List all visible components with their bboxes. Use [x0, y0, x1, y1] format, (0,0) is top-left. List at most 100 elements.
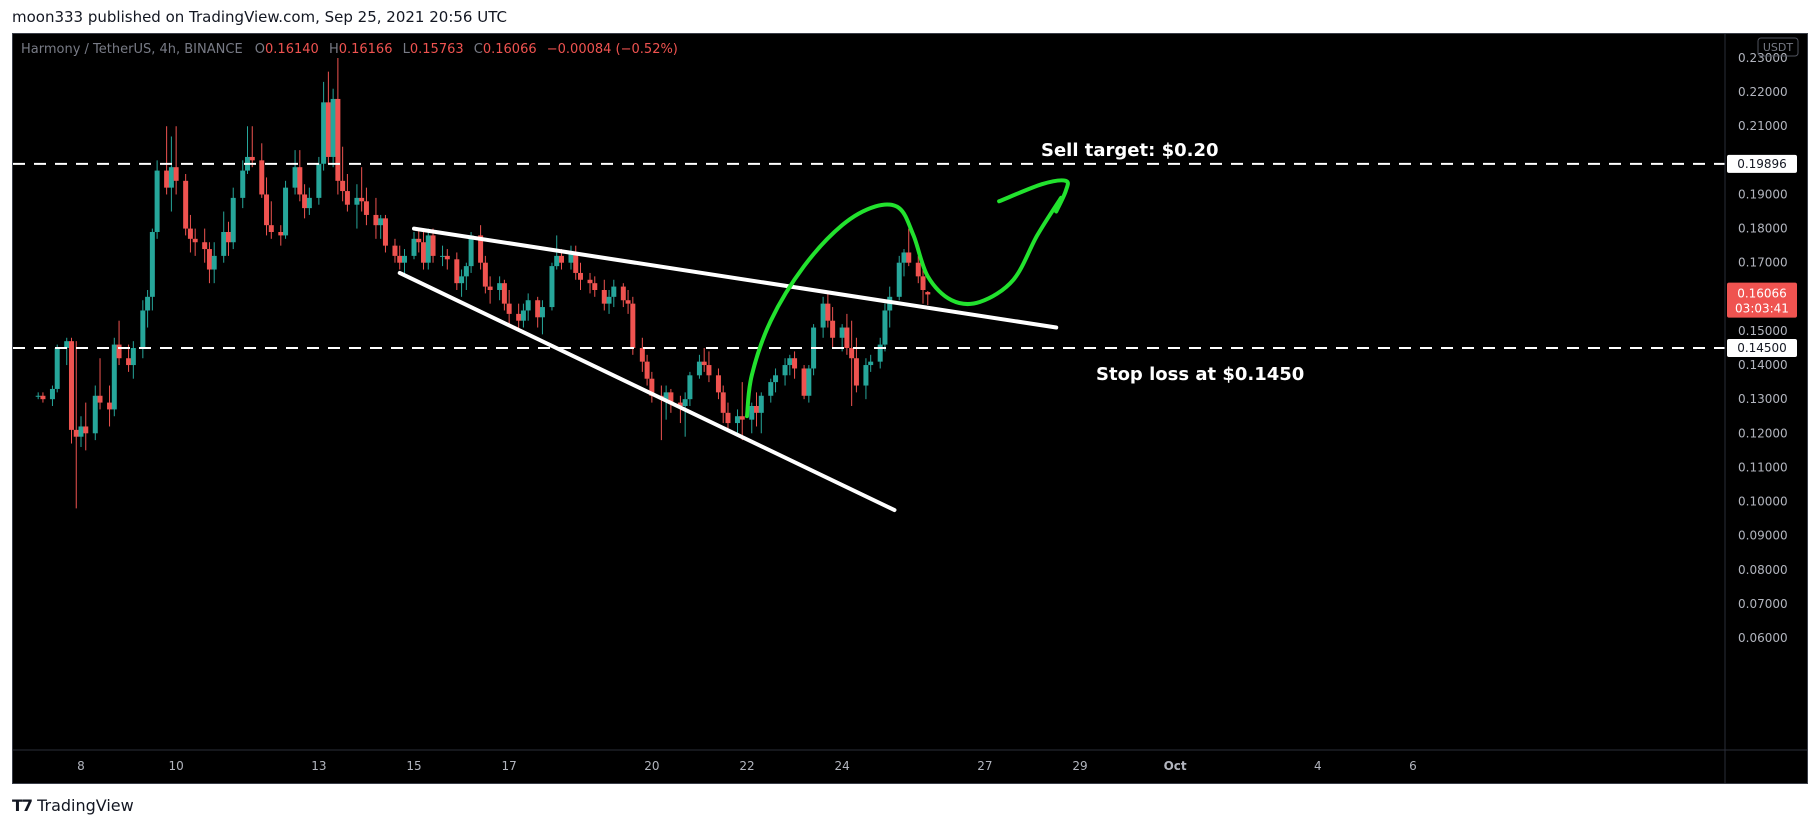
- candle: [906, 228, 912, 267]
- price-axis-tick-label: 0.22000: [1738, 85, 1788, 99]
- candle: [520, 303, 526, 328]
- candle: [187, 214, 193, 253]
- candle-body: [116, 344, 122, 359]
- bar-countdown-label: 03:03:41: [1735, 302, 1789, 316]
- candle: [321, 81, 327, 171]
- candle-body: [306, 197, 312, 209]
- candle: [392, 238, 398, 263]
- candle-body: [487, 286, 493, 290]
- candle-body: [206, 249, 212, 270]
- candle-body: [340, 180, 346, 192]
- candle-body: [768, 382, 774, 396]
- candle: [734, 409, 740, 434]
- candle-body: [392, 245, 398, 256]
- candle-body: [97, 395, 103, 403]
- projection-arrowhead[interactable]: [997, 178, 1070, 214]
- candle-body: [111, 344, 117, 410]
- price-axis-tick-label: 0.15000: [1738, 324, 1788, 338]
- candle: [154, 160, 160, 239]
- candle: [639, 337, 645, 372]
- candle: [868, 354, 874, 372]
- candle-body: [468, 235, 474, 267]
- candle: [54, 344, 60, 393]
- time-axis-tick-label: 13: [311, 759, 326, 773]
- candle-body: [782, 365, 788, 376]
- candle-body: [482, 262, 488, 287]
- candle: [278, 225, 284, 246]
- candle-body: [516, 313, 522, 321]
- candle-body: [183, 180, 189, 229]
- candle-body: [825, 303, 831, 321]
- candle-body: [359, 197, 365, 202]
- candle-body: [906, 252, 912, 263]
- candle-body: [611, 286, 617, 297]
- candle-body: [573, 252, 579, 273]
- candle-body: [202, 242, 208, 250]
- candle: [240, 160, 246, 209]
- ohlc-close-key: C: [474, 42, 483, 57]
- time-axis-tick-label: 27: [977, 759, 992, 773]
- candle: [378, 214, 384, 239]
- candle: [92, 385, 98, 441]
- candle-body: [240, 170, 246, 198]
- time-axis-tick-label: 20: [644, 759, 659, 773]
- currency-badge[interactable]: USDT: [1757, 37, 1799, 57]
- candle: [382, 214, 388, 253]
- time-axis-tick-label: 24: [835, 759, 850, 773]
- trendline[interactable]: [412, 226, 1059, 330]
- candle: [363, 187, 369, 226]
- candle-body: [725, 412, 731, 424]
- candle-body: [440, 255, 446, 257]
- candle-body: [630, 303, 636, 348]
- candle-body: [554, 255, 560, 267]
- ohlc-open-key: O: [255, 42, 265, 57]
- candle: [901, 249, 907, 277]
- candle-body: [49, 388, 55, 400]
- candle-body: [297, 167, 303, 195]
- candle-body: [639, 348, 645, 362]
- ohlc-high-value: 0.16166: [339, 42, 393, 57]
- candle: [820, 296, 826, 338]
- sell-target-annotation: Sell target: $0.20: [1041, 140, 1219, 161]
- candle-body: [221, 232, 227, 256]
- candle: [739, 382, 745, 441]
- candle: [330, 88, 336, 168]
- candle-body: [140, 310, 146, 348]
- price-axis-tick-label: 0.10000: [1738, 495, 1788, 509]
- candle: [225, 221, 231, 256]
- candle-body: [382, 218, 388, 246]
- time-axis-tick-label: 4: [1314, 759, 1322, 773]
- candle: [501, 279, 507, 311]
- candle: [839, 324, 845, 352]
- candle-body: [401, 255, 407, 263]
- candle-body: [801, 368, 807, 396]
- stop-loss-annotation: Stop loss at $0.1450: [1096, 364, 1304, 385]
- candlestick-chart[interactable]: 0.230000.220000.210000.200000.190000.180…: [13, 34, 1807, 783]
- candle: [230, 187, 236, 250]
- projection-curve[interactable]: [745, 195, 1063, 419]
- candle-body: [720, 392, 726, 413]
- candle-body: [335, 98, 341, 181]
- candle-body: [587, 279, 593, 284]
- candle: [421, 232, 427, 270]
- candle: [444, 249, 450, 270]
- candle-body: [915, 262, 921, 277]
- candle: [411, 232, 417, 260]
- candle: [535, 296, 541, 328]
- candle: [725, 402, 731, 430]
- candle: [863, 358, 869, 400]
- candle-body: [302, 194, 308, 209]
- candle-body: [344, 191, 350, 205]
- candle-body: [844, 327, 850, 348]
- time-axis-tick-label: 22: [739, 759, 754, 773]
- candle: [801, 365, 807, 400]
- trendline[interactable]: [397, 270, 897, 513]
- price-axis-tick-label: 0.23000: [1738, 51, 1788, 65]
- candle-body: [325, 102, 331, 157]
- candle-body: [78, 426, 84, 437]
- chart-panel[interactable]: 0.230000.220000.210000.200000.190000.180…: [12, 33, 1808, 784]
- candles-layer: [35, 58, 931, 509]
- candle: [259, 143, 265, 198]
